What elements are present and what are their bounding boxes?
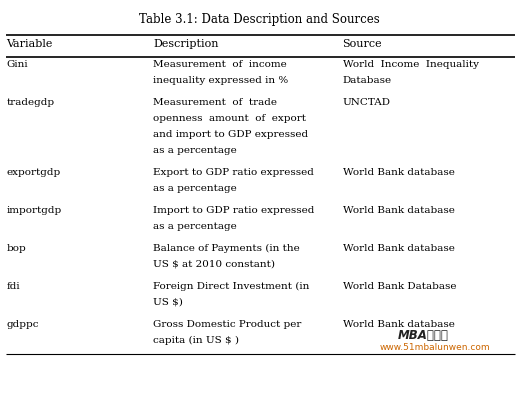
Text: as a percentage: as a percentage [153,184,237,193]
Text: MBA论文网: MBA论文网 [398,329,448,342]
Text: as a percentage: as a percentage [153,222,237,231]
Text: capita (in US $ ): capita (in US $ ) [153,336,239,345]
Text: and import to GDP expressed: and import to GDP expressed [153,130,308,139]
Text: World Bank database: World Bank database [343,168,455,177]
Text: tradegdp: tradegdp [6,98,54,107]
Text: importgdp: importgdp [6,206,61,215]
Text: Export to GDP ratio expressed: Export to GDP ratio expressed [153,168,314,177]
Text: inequality expressed in %: inequality expressed in % [153,76,289,85]
Text: www.51mbalunwen.com: www.51mbalunwen.com [379,343,490,352]
Text: World Bank database: World Bank database [343,244,455,253]
Text: gdppc: gdppc [6,319,39,329]
Text: bop: bop [6,244,26,253]
Text: Balance of Payments (in the: Balance of Payments (in the [153,244,300,253]
Text: US $ at 2010 constant): US $ at 2010 constant) [153,260,275,269]
Text: UNCTAD: UNCTAD [343,98,390,107]
Text: Import to GDP ratio expressed: Import to GDP ratio expressed [153,206,315,215]
Text: Description: Description [153,39,218,49]
Text: Measurement  of  trade: Measurement of trade [153,98,277,107]
Text: Foreign Direct Investment (in: Foreign Direct Investment (in [153,282,309,291]
Text: Variable: Variable [6,39,52,49]
Text: World  Income  Inequality: World Income Inequality [343,60,479,69]
Text: Table 3.1: Data Description and Sources: Table 3.1: Data Description and Sources [139,13,380,26]
Text: exportgdp: exportgdp [6,168,61,177]
Text: openness  amount  of  export: openness amount of export [153,114,306,123]
Text: World Bank database: World Bank database [343,319,455,329]
Text: as a percentage: as a percentage [153,146,237,155]
Text: US $): US $) [153,297,183,307]
Text: World Bank database: World Bank database [343,206,455,215]
Text: World Bank Database: World Bank Database [343,282,456,291]
Text: Gini: Gini [6,60,28,69]
Text: Measurement  of  income: Measurement of income [153,60,287,69]
Text: Database: Database [343,76,392,85]
Text: Source: Source [343,39,382,49]
Text: fdi: fdi [6,282,20,291]
Text: Gross Domestic Product per: Gross Domestic Product per [153,319,302,329]
